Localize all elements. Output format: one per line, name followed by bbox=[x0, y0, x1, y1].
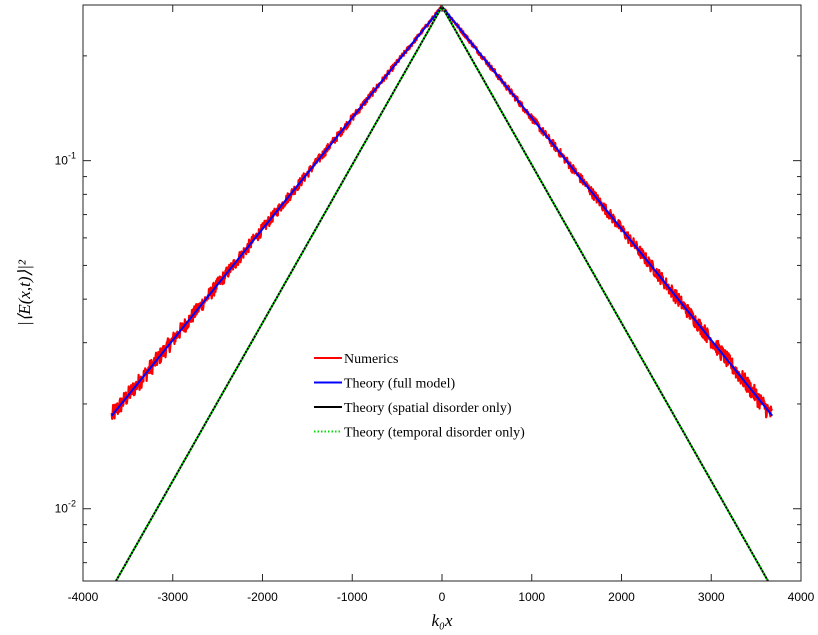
legend-label: Numerics bbox=[344, 352, 398, 367]
y-tick-labels: 10-1 10-2 bbox=[55, 151, 76, 516]
x-tick-label: 4000 bbox=[788, 590, 815, 604]
legend-label: Theory (full model) bbox=[344, 377, 456, 392]
x-tick-label: 1000 bbox=[518, 590, 545, 604]
legend-label: Theory (spatial disorder only) bbox=[344, 401, 512, 416]
legend-label: Theory (temporal disorder only) bbox=[344, 426, 525, 441]
x-tick-label: -2000 bbox=[247, 590, 278, 604]
x-tick-label: -4000 bbox=[68, 590, 99, 604]
x-tick-labels: -4000 -3000 -2000 -1000 0 1000 2000 3000 4000 bbox=[68, 590, 815, 604]
y-tick-label: 10-2 bbox=[55, 499, 76, 516]
y-tick-label: 10-1 bbox=[55, 151, 76, 168]
plot-frame bbox=[82, 4, 802, 582]
y-axis-label: |⟨E(x,t)⟩|² bbox=[15, 259, 34, 326]
x-tick-label: 0 bbox=[439, 590, 446, 604]
x-tick-label: -1000 bbox=[337, 590, 368, 604]
x-tick-label: -3000 bbox=[157, 590, 188, 604]
x-tick-label: 3000 bbox=[698, 590, 725, 604]
legend: Numerics Theory (full model) Theory (spati… bbox=[314, 352, 525, 441]
plot-area bbox=[83, 5, 801, 581]
x-axis-label: k₀x bbox=[431, 611, 452, 630]
x-tick-label: 2000 bbox=[608, 590, 635, 604]
